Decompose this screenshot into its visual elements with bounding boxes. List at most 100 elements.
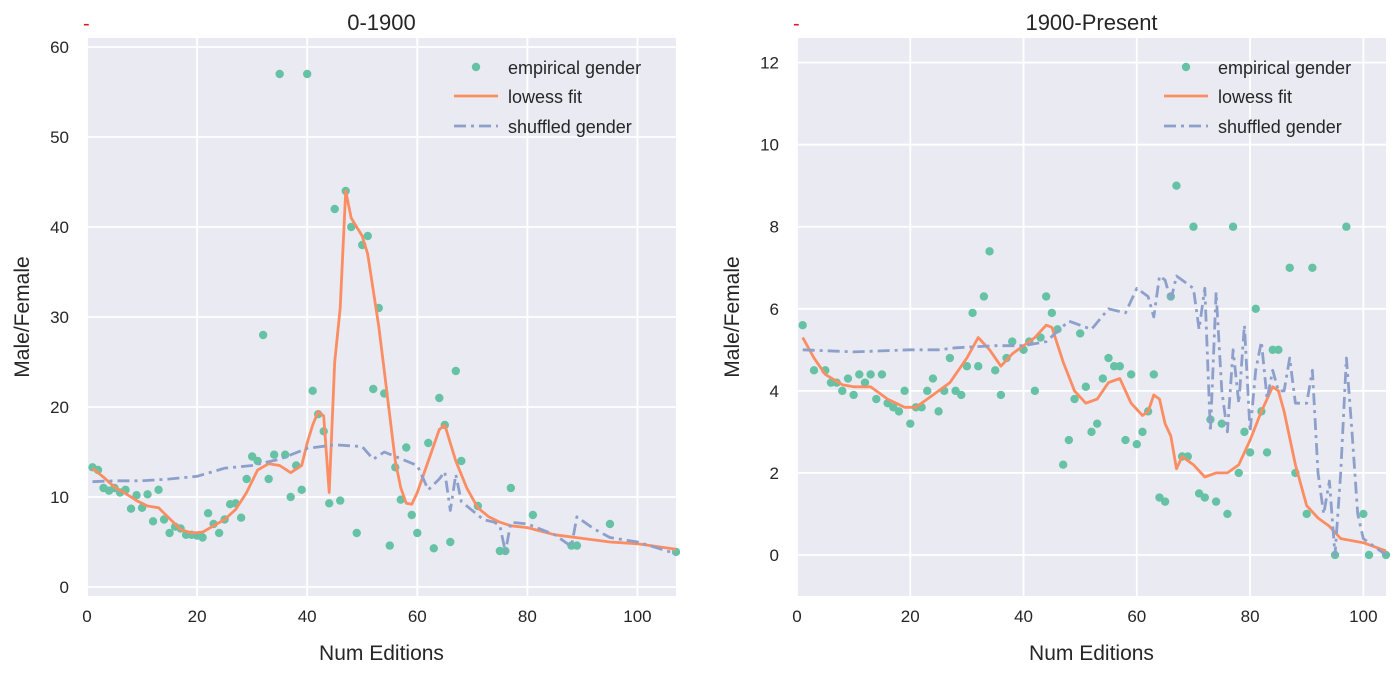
data-point-empirical [1308, 263, 1317, 272]
data-point-empirical [203, 509, 213, 518]
chart-title-left: 0-1900 [347, 10, 416, 35]
data-point-empirical [945, 353, 955, 363]
series-line-shuffled [92, 443, 677, 556]
data-point-empirical [528, 510, 538, 520]
data-point-empirical [308, 386, 317, 395]
data-point-empirical [1098, 374, 1108, 383]
y-tick-label: 30 [50, 308, 69, 327]
data-point-empirical [258, 330, 268, 340]
y-tick-label: 10 [50, 488, 69, 507]
data-point-empirical [962, 362, 972, 371]
data-point-empirical [894, 407, 904, 416]
data-point-empirical [1223, 509, 1232, 519]
data-point-empirical [1302, 509, 1311, 519]
chart-0-1900: 0 20 40 60 80 100 0 10 20 30 40 50 60 0-1900 - Num E… [11, 10, 681, 665]
y-tick-label: 20 [50, 398, 69, 417]
data-point-empirical [1359, 509, 1368, 519]
data-point-empirical [154, 485, 163, 494]
x-tick-label: 100 [1349, 607, 1377, 626]
y-tick-label: 10 [760, 136, 779, 155]
data-point-empirical [264, 474, 273, 484]
data-point-empirical [429, 544, 438, 553]
data-point-empirical [269, 450, 279, 459]
data-point-empirical [1172, 181, 1181, 190]
legend-shuffled-gender: shuffled gender [508, 117, 632, 137]
data-point-empirical [148, 517, 158, 526]
data-point-empirical [165, 528, 174, 538]
data-point-empirical [979, 292, 989, 301]
x-tick-label: 60 [408, 607, 427, 626]
data-point-empirical [974, 362, 983, 371]
data-point-empirical [330, 204, 339, 214]
data-point-empirical [957, 390, 966, 400]
series-line-lowess [801, 323, 1387, 553]
data-point-empirical [1234, 468, 1243, 478]
data-point-empirical [286, 492, 295, 502]
data-point-empirical [446, 537, 455, 547]
series-right [798, 181, 1391, 560]
y-tick-label: 4 [770, 382, 779, 401]
data-point-empirical [877, 370, 887, 379]
data-point-empirical [843, 374, 853, 383]
legend-right: empirical gender lowess fit shuffled gen… [1164, 58, 1351, 137]
y-tick-label: 60 [50, 38, 69, 57]
data-point-empirical [424, 438, 433, 448]
data-point-empirical [402, 443, 411, 452]
data-point-empirical [1132, 439, 1142, 449]
data-point-empirical [242, 474, 251, 484]
data-point-empirical [1262, 448, 1272, 457]
corner-mark-left: - [83, 13, 90, 35]
y-axis-label-right: Male/Female [721, 256, 744, 377]
data-point-empirical [1104, 353, 1113, 363]
legend-empirical-dot-icon [471, 62, 481, 72]
legend-empirical-gender: empirical gender [508, 58, 641, 78]
y-tick-label: 0 [770, 546, 779, 565]
data-point-empirical [1211, 497, 1221, 506]
x-tick-label: 100 [623, 607, 651, 626]
x-tick-label: 80 [518, 607, 537, 626]
y-tick-label: 0 [60, 578, 69, 597]
legend-lowess-fit: lowess fit [1218, 87, 1292, 107]
data-point-empirical [1030, 386, 1040, 396]
data-point-empirical [1364, 550, 1374, 560]
data-point-empirical [407, 510, 416, 520]
legend-lowess-fit: lowess fit [508, 87, 582, 107]
data-point-empirical [1047, 308, 1057, 318]
gridlines-right [796, 38, 1386, 596]
x-tick-label: 20 [188, 607, 207, 626]
data-point-empirical [1041, 292, 1051, 301]
y-tick-label: 40 [50, 218, 69, 237]
data-point-empirical [991, 366, 1000, 375]
data-point-empirical [798, 321, 807, 330]
x-tick-label: 60 [1127, 607, 1146, 626]
data-point-empirical [1115, 362, 1125, 371]
data-point-empirical [1217, 419, 1226, 428]
data-point-empirical [275, 69, 284, 79]
data-point-empirical [143, 490, 152, 499]
x-tick-label: 40 [1014, 607, 1033, 626]
y-axis-label-left: Male/Female [11, 256, 34, 377]
data-point-empirical [385, 541, 394, 550]
data-point-empirical [872, 394, 881, 404]
legend-empirical-dot-icon [1181, 62, 1191, 72]
data-point-empirical [1149, 370, 1158, 379]
data-point-empirical [297, 485, 306, 494]
plot-area-right [797, 38, 1386, 596]
data-point-empirical [1008, 337, 1017, 346]
data-point-empirical [855, 370, 864, 379]
chart-1900-present: 0 20 40 60 80 100 0 2 4 6 8 10 12 1900-Present - Num… [721, 10, 1391, 665]
y-tick-label: 12 [760, 54, 779, 73]
data-point-empirical [849, 390, 858, 400]
x-tick-label: 20 [901, 607, 920, 626]
data-point-empirical [968, 308, 977, 318]
data-point-empirical [352, 528, 361, 538]
data-point-empirical [1064, 435, 1074, 445]
data-point-empirical [506, 483, 516, 493]
data-point-empirical [1251, 304, 1260, 313]
data-point-empirical [1245, 448, 1255, 457]
legend-shuffled-gender: shuffled gender [1218, 117, 1342, 137]
data-point-empirical [1070, 394, 1079, 404]
data-point-empirical [457, 456, 466, 466]
series-left [88, 69, 681, 557]
